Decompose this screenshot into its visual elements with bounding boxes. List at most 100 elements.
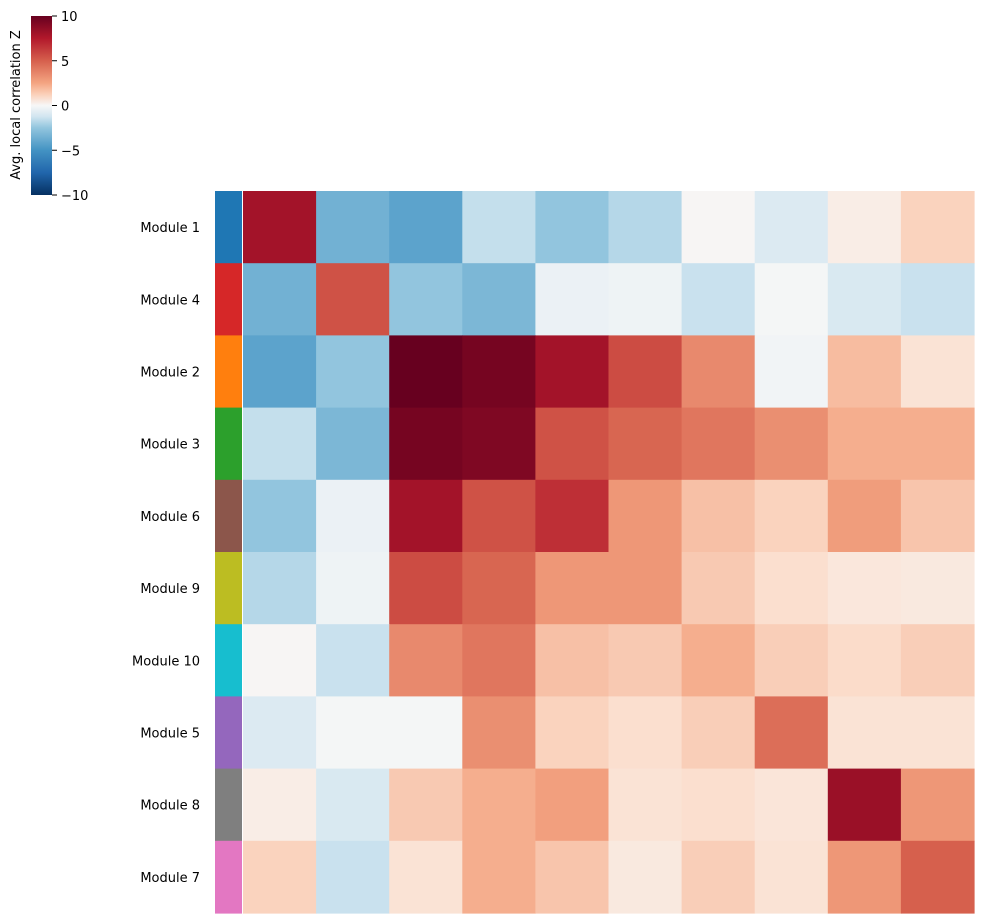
heatmap-cell (535, 263, 610, 336)
row-label: Module 4 (140, 293, 200, 308)
heatmap-cell (900, 263, 975, 336)
heatmap-cell (608, 696, 683, 770)
row-label: Module 9 (140, 582, 200, 597)
row-label: Module 1 (140, 221, 200, 236)
heatmap-cell (608, 407, 683, 481)
row-label: Module 10 (132, 654, 200, 669)
heatmap-cell (827, 191, 902, 264)
colorbar: 10 5 0 −5 −10 Avg. local correlation Z (9, 10, 88, 204)
heatmap-cell (827, 335, 902, 409)
heatmap-cell (681, 263, 756, 336)
heatmap-cell (827, 407, 902, 481)
heatmap-cell (827, 768, 902, 842)
heatmap-cell (681, 840, 756, 914)
heatmap-cell (243, 479, 317, 553)
heatmap-cell (900, 407, 975, 481)
row-color-module-6 (215, 479, 242, 553)
heatmap-cell (900, 624, 975, 697)
heatmap-cell (827, 696, 902, 770)
colorbar-tick-label: −10 (61, 189, 88, 204)
colorbar-tick-label: 10 (61, 10, 78, 25)
heatmap-cells (243, 191, 975, 914)
heatmap-cell (316, 840, 390, 914)
heatmap-cell (608, 768, 683, 842)
heatmap-cell (316, 407, 390, 481)
heatmap-cell (389, 407, 463, 481)
row-color-module-10 (215, 624, 242, 697)
row-label: Module 8 (140, 799, 200, 814)
colorbar-ticks: 10 5 0 −5 −10 (52, 10, 88, 204)
heatmap-cell (681, 768, 756, 842)
colorbar-tick-label: 0 (61, 100, 69, 115)
heatmap-cell (754, 768, 829, 842)
row-label: Module 3 (140, 438, 200, 453)
heatmap-cell (608, 840, 683, 914)
heatmap-cell (754, 696, 829, 770)
heatmap-cell (389, 696, 463, 770)
heatmap-cell (243, 552, 317, 625)
heatmap-cell (900, 335, 975, 409)
colorbar-tick-label: −5 (61, 144, 80, 159)
heatmap-cell (389, 840, 463, 914)
heatmap-cell (827, 840, 902, 914)
heatmap-cell (462, 479, 536, 553)
heatmap-cell (243, 696, 317, 770)
heatmap-cell (681, 552, 756, 625)
heatmap-cell (243, 840, 317, 914)
heatmap-cell (462, 768, 536, 842)
heatmap-cell (462, 624, 536, 697)
heatmap-cell (243, 335, 317, 409)
heatmap-cell (389, 479, 463, 553)
heatmap-cell (535, 840, 610, 914)
heatmap-cell (316, 552, 390, 625)
heatmap-cell (681, 191, 756, 264)
heatmap-cell (462, 191, 536, 264)
heatmap-cell (754, 263, 829, 336)
heatmap-cell (243, 768, 317, 842)
heatmap-cell (535, 552, 610, 625)
heatmap-cell (754, 335, 829, 409)
heatmap-cell (900, 768, 975, 842)
heatmap-cell (608, 263, 683, 336)
heatmap-cell (535, 335, 610, 409)
heatmap-cell (389, 624, 463, 697)
heatmap-cell (827, 552, 902, 625)
heatmap-cell (243, 263, 317, 336)
heatmap-cell (754, 552, 829, 625)
heatmap-cell (316, 624, 390, 697)
heatmap-cell (535, 624, 610, 697)
heatmap-cell (316, 335, 390, 409)
heatmap-cell (827, 263, 902, 336)
row-label: Module 2 (140, 366, 200, 381)
heatmap-cell (243, 191, 317, 264)
heatmap-cell (535, 479, 610, 553)
heatmap-cell (900, 479, 975, 553)
heatmap-cell (900, 552, 975, 625)
heatmap-cell (389, 191, 463, 264)
heatmap-cell (243, 407, 317, 481)
row-color-module-1 (215, 191, 242, 264)
row-labels: Module 1 Module 4 Module 2 Module 3 Module 6… (132, 221, 200, 886)
heatmap-cell (608, 479, 683, 553)
heatmap-cell (316, 263, 390, 336)
heatmap-cell (535, 768, 610, 842)
heatmap-cell (681, 696, 756, 770)
heatmap-cell (754, 191, 829, 264)
heatmap-cell (462, 263, 536, 336)
heatmap-cell (462, 552, 536, 625)
heatmap-cell (535, 191, 610, 264)
heatmap-cell (608, 624, 683, 697)
heatmap-cell (462, 407, 536, 481)
row-label: Module 6 (140, 510, 200, 525)
heatmap-cell (535, 696, 610, 770)
colorbar-gradient (31, 16, 52, 195)
colorbar-label: Avg. local correlation Z (9, 30, 24, 180)
row-color-module-9 (215, 552, 242, 625)
heatmap-cell (608, 552, 683, 625)
heatmap-cell (316, 191, 390, 264)
heatmap-cell (681, 479, 756, 553)
heatmap-cell (535, 407, 610, 481)
heatmap-cell (608, 191, 683, 264)
heatmap-cell (243, 624, 317, 697)
